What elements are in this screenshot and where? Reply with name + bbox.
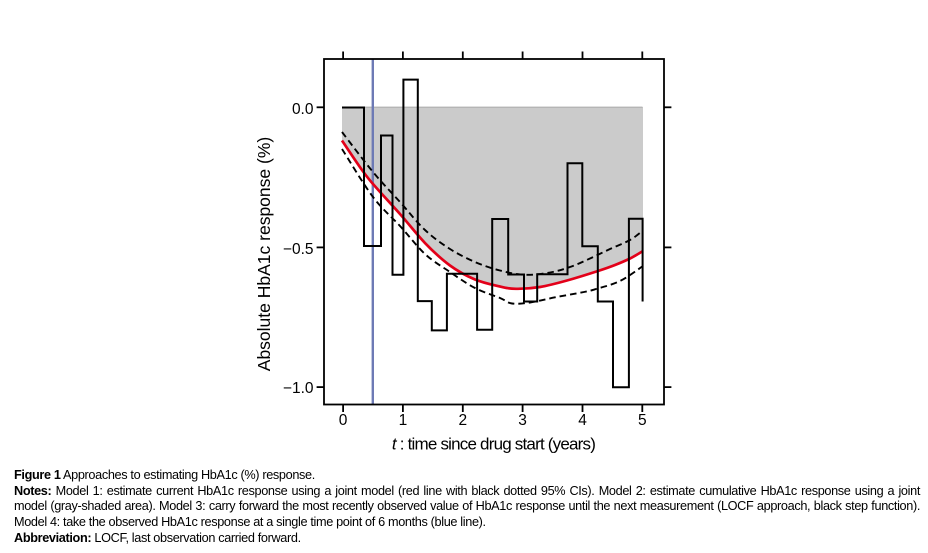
svg-text:−1.0: −1.0 (283, 380, 314, 397)
svg-text:3: 3 (518, 412, 527, 429)
svg-text:4: 4 (578, 412, 587, 429)
svg-text:0: 0 (339, 412, 348, 429)
svg-text:t : time since drug start (yea: t : time since drug start (years) (392, 435, 595, 454)
svg-text:−0.5: −0.5 (283, 241, 314, 258)
svg-text:1: 1 (399, 412, 408, 429)
svg-text:0.0: 0.0 (292, 101, 314, 118)
svg-text:Absolute HbA1c response (%): Absolute HbA1c response (%) (254, 137, 274, 371)
svg-text:5: 5 (638, 412, 647, 429)
svg-text:2: 2 (458, 412, 467, 429)
